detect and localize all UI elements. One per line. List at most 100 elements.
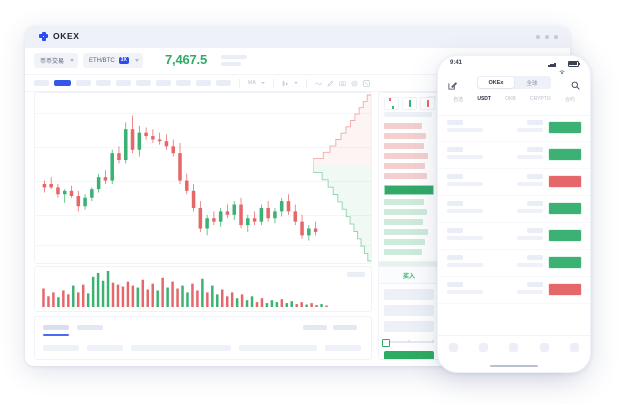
app-brand: OKEX xyxy=(39,31,80,41)
phone-tab-bar[interactable] xyxy=(438,335,590,358)
phone-market-list[interactable] xyxy=(438,115,590,304)
timeframe-chip[interactable] xyxy=(116,80,131,86)
pair-volume-placeholder xyxy=(447,290,483,294)
buy-submit-button[interactable] xyxy=(384,351,434,359)
pair-name-placeholder xyxy=(447,282,463,287)
slider-handle[interactable] xyxy=(382,338,390,347)
orders-action[interactable] xyxy=(333,325,357,330)
orderbook-bid-row[interactable] xyxy=(384,239,425,245)
timeframe-chip[interactable] xyxy=(76,80,91,86)
change-badge xyxy=(548,283,582,296)
order-price-input[interactable] xyxy=(384,289,434,300)
asks-icon[interactable] xyxy=(420,97,435,110)
list-item[interactable] xyxy=(438,250,590,277)
pair-volume-placeholder xyxy=(447,209,483,213)
list-item[interactable] xyxy=(438,196,590,223)
subtab-usdt[interactable]: USDT xyxy=(477,96,491,102)
trading-pair-select[interactable]: ETH/BTC 3X xyxy=(83,53,143,68)
orders-tab-active[interactable] xyxy=(43,325,69,330)
candlestick-type-icon[interactable] xyxy=(282,80,289,87)
line-icon[interactable] xyxy=(315,80,322,87)
phone-category-tabs[interactable]: 自选 USDT OKB CRYPTO 合约 xyxy=(438,92,590,106)
markets-tab-icon[interactable] xyxy=(448,342,458,352)
order-amount-input[interactable] xyxy=(384,305,434,316)
orders-action[interactable] xyxy=(303,325,327,330)
pair-fiat-placeholder xyxy=(517,290,543,294)
list-item[interactable] xyxy=(438,115,590,142)
signal-icon xyxy=(548,62,556,67)
phone-list-header xyxy=(438,106,590,116)
market-segmented-control[interactable]: OKEx 全球 xyxy=(477,76,551,89)
candles-series xyxy=(42,115,318,241)
fullscreen-icon[interactable] xyxy=(363,79,370,87)
orderbook-bid-row[interactable] xyxy=(384,219,423,225)
timeframe-chip[interactable] xyxy=(34,80,49,86)
volume-chart[interactable] xyxy=(34,266,372,312)
list-item[interactable] xyxy=(438,142,590,169)
list-item[interactable] xyxy=(438,223,590,250)
chart-toolbar[interactable]: MA xyxy=(25,74,570,92)
candlestick-chart[interactable] xyxy=(34,92,372,264)
maximize-icon[interactable] xyxy=(545,35,549,39)
pair-price-placeholder xyxy=(527,174,543,179)
buy-tab-label[interactable]: 买入 xyxy=(402,274,415,280)
subtab-contracts[interactable]: 合约 xyxy=(564,96,575,103)
orderbook-panel[interactable]: 买入 xyxy=(378,92,440,360)
timeframe-chip[interactable] xyxy=(136,80,151,86)
pair-fiat-placeholder xyxy=(517,128,543,132)
orderbook-bid-row[interactable] xyxy=(384,209,427,215)
trade-tab-icon[interactable] xyxy=(479,342,489,352)
window-controls[interactable] xyxy=(536,35,558,39)
order-total-input[interactable] xyxy=(384,321,434,332)
close-icon[interactable] xyxy=(554,35,558,39)
orderbook-ask-row[interactable] xyxy=(384,153,428,159)
orderbook-ask-row[interactable] xyxy=(384,143,424,149)
timeframe-chip[interactable] xyxy=(156,80,171,86)
ma-dropdown-label[interactable]: MA xyxy=(248,80,257,86)
subtab-favorites[interactable]: 自选 xyxy=(453,96,464,103)
orderbook-ask-row[interactable] xyxy=(384,123,422,129)
orderbook-bid-row[interactable] xyxy=(384,249,422,255)
pencil-icon[interactable] xyxy=(327,80,334,87)
market-type-select[interactable]: 币币交易 xyxy=(34,53,79,68)
orderbook-divider xyxy=(379,261,439,267)
subtab-crypto[interactable]: CRYPTO xyxy=(529,96,551,102)
orderbook-mode-group[interactable] xyxy=(384,97,435,110)
orderbook-ask-row[interactable] xyxy=(384,173,427,179)
chart-gridlines xyxy=(35,93,371,263)
search-icon[interactable] xyxy=(571,77,580,90)
list-item[interactable] xyxy=(438,277,590,304)
orders-tab[interactable] xyxy=(77,325,103,330)
settings-icon[interactable] xyxy=(351,80,358,87)
chevron-down-icon[interactable] xyxy=(294,82,299,84)
segment-global[interactable]: 全球 xyxy=(526,80,538,87)
timeframe-chip[interactable] xyxy=(176,80,191,86)
contracts-tab-icon[interactable] xyxy=(509,342,519,352)
timeframe-chip[interactable] xyxy=(216,80,231,86)
leverage-badge: 3X xyxy=(118,57,129,64)
timeframe-chip[interactable] xyxy=(196,80,211,86)
camera-icon[interactable] xyxy=(339,80,346,87)
orderbook-ask-row[interactable] xyxy=(384,163,425,169)
timeframe-chip-active[interactable] xyxy=(54,80,71,86)
orderbook-ask-row[interactable] xyxy=(384,133,426,139)
pair-price-placeholder xyxy=(527,282,543,287)
okex-logo-icon xyxy=(39,31,48,41)
minimize-icon[interactable] xyxy=(536,35,540,39)
assets-tab-icon[interactable] xyxy=(539,342,549,352)
orders-panel[interactable] xyxy=(34,316,372,360)
orderbook-bid-row[interactable] xyxy=(384,229,428,235)
orders-row-cell xyxy=(325,345,361,351)
subtab-okb[interactable]: OKB xyxy=(505,96,516,102)
bids-icon[interactable] xyxy=(402,97,417,110)
chevron-down-icon[interactable] xyxy=(261,82,266,84)
compose-icon[interactable] xyxy=(448,77,458,90)
timeframe-chip[interactable] xyxy=(96,80,111,86)
list-item[interactable] xyxy=(438,169,590,196)
pair-name-placeholder xyxy=(447,228,463,233)
both-icon[interactable] xyxy=(384,97,399,110)
segment-okex[interactable]: OKEx xyxy=(478,77,514,88)
orderbook-bid-row[interactable] xyxy=(384,199,424,205)
profile-tab-icon[interactable] xyxy=(570,342,580,352)
order-amount-slider[interactable] xyxy=(384,340,434,344)
